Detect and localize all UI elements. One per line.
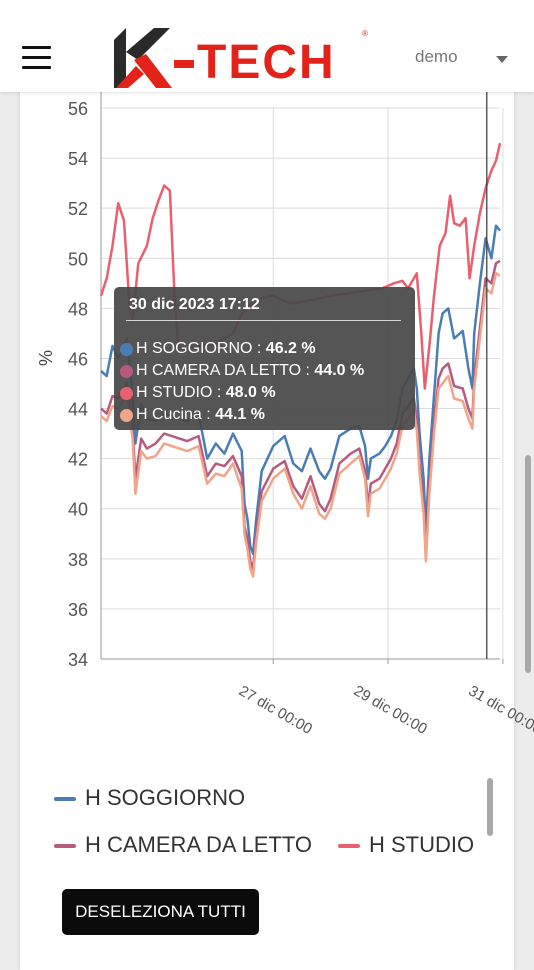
chart-legend: H SOGGIORNO H CAMERA DA LETTO H STUDIO [54,785,475,857]
series-dot-icon [120,365,133,378]
legend-label: H STUDIO [369,832,475,857]
y-tick-label: 42 [68,450,88,470]
legend-swatch-icon [338,844,360,848]
tooltip-divider [126,320,401,321]
legend-label: H SOGGIORNO [85,785,246,810]
y-tick-label: 34 [68,650,88,670]
y-tick-label: 54 [68,149,88,169]
y-tick-label: 44 [68,400,88,420]
legend-label: H CAMERA DA LETTO [85,832,312,857]
user-name: demo [415,47,458,66]
top-bar: TECH ® demo [0,0,534,92]
tooltip-series-name: H STUDIO : [136,384,226,401]
tooltip-series-value: 46.2 % [265,340,316,357]
chart-tooltip: 30 dic 2023 17:12 H SOGGIORNO : 46.2 % H… [114,287,415,430]
page-scrollbar[interactable] [525,455,531,673]
y-tick-label: 38 [68,550,88,570]
y-tick-label: 50 [68,249,88,269]
y-tick-label: 56 [68,99,88,119]
tooltip-series-name: H CAMERA DA LETTO : [136,362,315,379]
chart-card [20,90,514,970]
tooltip-series-name: H Cucina : [136,406,216,423]
hamburger-menu-icon[interactable] [22,46,52,70]
y-tick-label: 52 [68,199,88,219]
series-line [100,259,501,571]
y-tick-label: 48 [68,299,88,319]
y-tick-label: 36 [68,600,88,620]
x-tick-label: 29 dic 00:00 [351,682,430,738]
tooltip-title: 30 dic 2023 17:12 [129,296,260,313]
tooltip-series-value: 44.0 % [314,362,365,379]
x-tick-label: 27 dic 00:00 [236,682,315,738]
y-tick-label: 40 [68,500,88,520]
series-dot-icon [120,343,133,356]
svg-text:TECH: TECH [197,36,336,88]
tooltip-series-value: 48.0 % [225,384,276,401]
series-line [100,272,501,578]
tooltip-series-value: 44.1 % [215,406,265,423]
legend-scrollbar[interactable] [487,778,493,836]
deselect-all-button[interactable]: DESELEZIONA TUTTI [62,889,259,935]
y-tick-label: 46 [68,349,88,369]
chevron-down-icon [496,56,508,63]
k-tech-logo: TECH ® [114,26,376,88]
tooltip-series-name: H SOGGIORNO : [136,340,266,357]
series-dot-icon [120,387,133,400]
series-dot-icon [120,409,133,422]
legend-swatch-icon [54,797,76,801]
y-axis-label: % [36,350,56,366]
svg-text:®: ® [362,29,368,38]
x-tick-label: 31 dic 00:00 [465,682,534,738]
user-menu-dropdown[interactable]: demo [400,44,520,72]
legend-swatch-icon [54,844,76,848]
